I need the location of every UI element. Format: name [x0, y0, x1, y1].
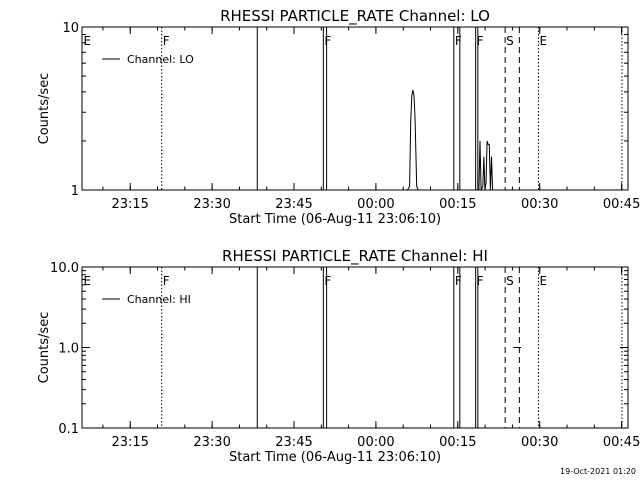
y-tick-label: 10.0: [50, 261, 79, 276]
plot-frame: [81, 26, 629, 191]
series-group: [406, 90, 494, 190]
data-series-line: [406, 90, 494, 190]
timestamp-label: 19-Oct-2021 01:20: [560, 467, 636, 476]
event-label: F: [163, 34, 170, 48]
x-tick-label: 00:45: [603, 197, 640, 212]
chart-title: RHESSI PARTICLE_RATE Channel: HI: [222, 247, 488, 266]
x-tick-label: 23:30: [193, 435, 230, 450]
event-label: S: [506, 274, 514, 288]
event-label: F: [477, 34, 484, 48]
x-tick-label: 00:30: [521, 435, 558, 450]
lo-channel-panel: RHESSI PARTICLE_RATE Channel: LO 23:15 23:…: [37, 7, 640, 227]
x-tick-label: 23:45: [275, 197, 312, 212]
x-tick-label: 00:45: [603, 435, 640, 450]
event-label: F: [163, 274, 170, 288]
event-label: E: [539, 274, 547, 288]
x-tick-label: 23:15: [111, 197, 148, 212]
hi-channel-panel: RHESSI PARTICLE_RATE Channel: HI 23:15 23:…: [37, 247, 640, 465]
y-tick-label: 10: [62, 21, 79, 36]
x-tick-label: 23:45: [275, 435, 312, 450]
y-tick-label: 0.1: [58, 422, 79, 437]
legend-label: Channel: HI: [127, 293, 191, 306]
y-tick-label: 1: [71, 184, 79, 199]
event-label: S: [506, 34, 514, 48]
x-tick-label: 23:15: [111, 435, 148, 450]
x-tick-label: 00:00: [357, 435, 394, 450]
y-axis-label: Counts/sec: [37, 312, 52, 384]
event-label: F: [324, 274, 331, 288]
y-axis-label: Counts/sec: [37, 73, 52, 145]
x-tick-label: 00:15: [439, 435, 476, 450]
event-label: F: [477, 274, 484, 288]
event-label: F: [324, 34, 331, 48]
legend-label: Channel: LO: [127, 53, 194, 66]
y-tick-label: 1.0: [58, 342, 79, 357]
x-axis-label: Start Time (06-Aug-11 23:06:10): [229, 212, 441, 227]
x-tick-label: 00:30: [521, 197, 558, 212]
x-tick-label: 00:15: [439, 197, 476, 212]
event-label: F: [455, 274, 462, 288]
x-axis-label: Start Time (06-Aug-11 23:06:10): [229, 450, 441, 465]
event-label: E: [539, 34, 547, 48]
chart-title: RHESSI PARTICLE_RATE Channel: LO: [220, 7, 490, 26]
event-label: F: [455, 34, 462, 48]
x-tick-label: 23:30: [193, 197, 230, 212]
x-tick-label: 00:00: [357, 197, 394, 212]
event-label: E: [84, 274, 92, 288]
event-label: E: [84, 34, 92, 48]
